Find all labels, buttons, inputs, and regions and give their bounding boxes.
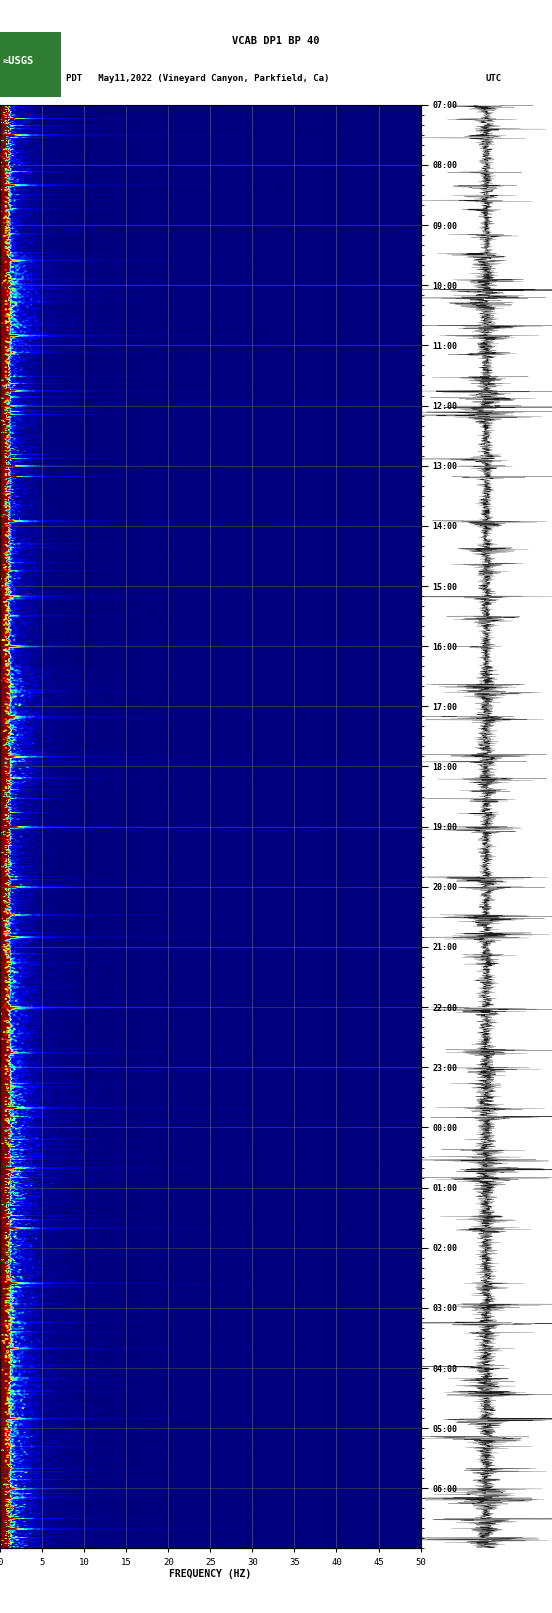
Text: PDT   May11,2022 (Vineyard Canyon, Parkfield, Ca): PDT May11,2022 (Vineyard Canyon, Parkfie… bbox=[66, 74, 330, 84]
Text: VCAB DP1 BP 40: VCAB DP1 BP 40 bbox=[232, 35, 320, 45]
Text: UTC: UTC bbox=[486, 74, 502, 84]
X-axis label: FREQUENCY (HZ): FREQUENCY (HZ) bbox=[169, 1569, 251, 1579]
Bar bbox=[0, 32, 61, 97]
Text: ≈USGS: ≈USGS bbox=[3, 56, 34, 66]
